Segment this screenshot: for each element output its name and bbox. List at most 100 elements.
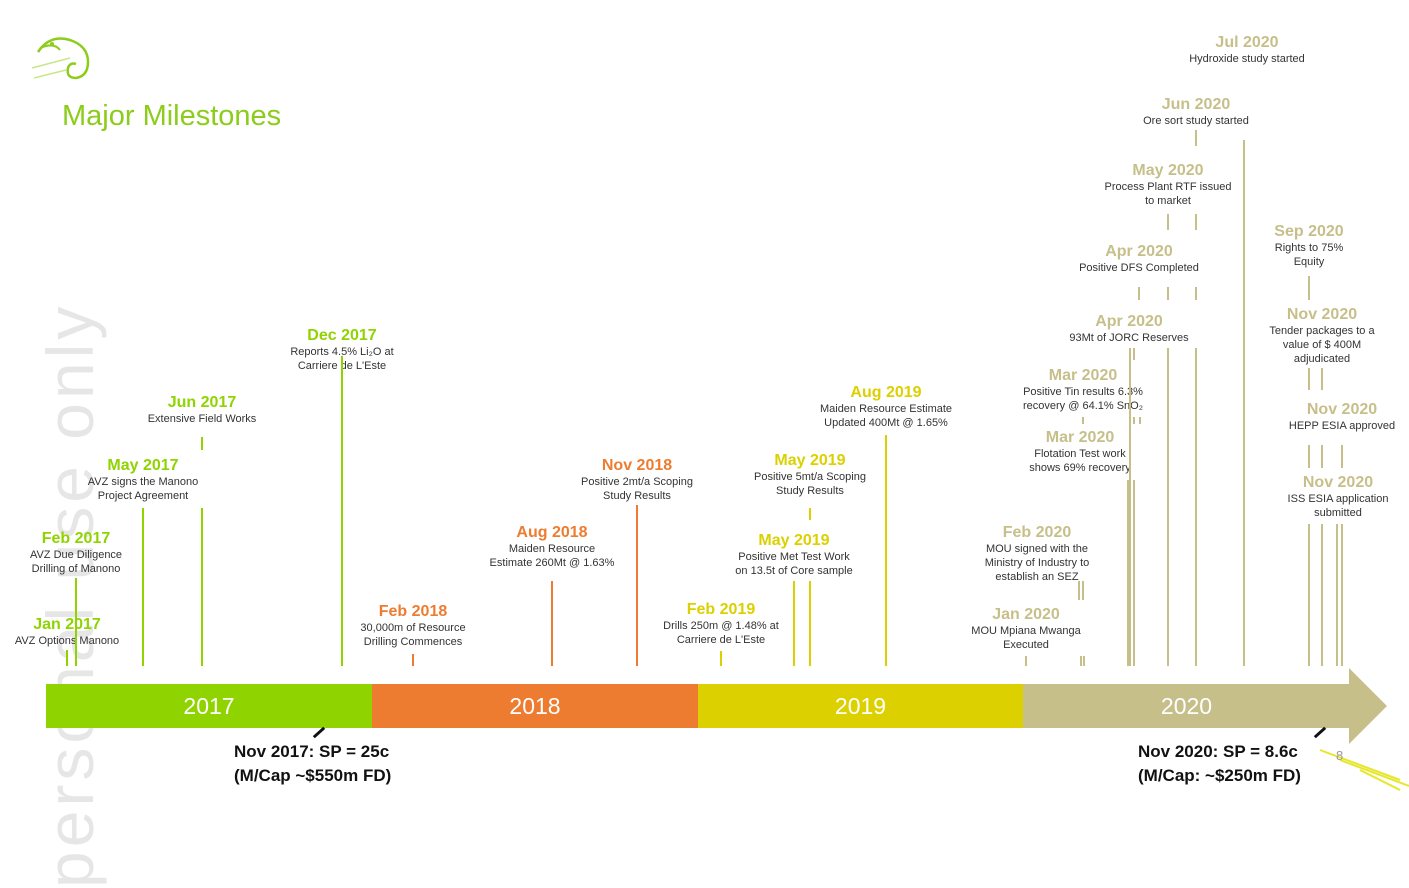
year-segment-2020: 2020 xyxy=(1023,684,1350,728)
milestone-month: Apr 2020 xyxy=(1095,313,1163,330)
milestone-description: AVZ Options Manono xyxy=(14,635,120,647)
milestone-connector-line xyxy=(720,651,722,666)
milestone-connector-line xyxy=(1167,287,1169,300)
milestone-connector-line xyxy=(1195,130,1197,146)
milestone-connector-line xyxy=(1195,214,1197,230)
milestone-description: shows 69% recovery xyxy=(1029,462,1131,474)
milestone-connector-line xyxy=(1078,581,1080,600)
milestone-month: May 2020 xyxy=(1132,162,1204,179)
milestone-description: Reports 4.5% Li₂O at xyxy=(290,346,394,358)
milestone-description: Study Results xyxy=(603,490,671,502)
milestone-month: Feb 2017 xyxy=(41,530,111,547)
milestone-description: Ore sort study started xyxy=(1143,115,1249,127)
milestone-month: Jun 2017 xyxy=(167,394,237,411)
milestone-connector-line xyxy=(1133,480,1135,666)
milestone-connector-line xyxy=(1321,368,1323,390)
milestone-month: Feb 2018 xyxy=(378,603,448,620)
milestone-connector-line xyxy=(1308,368,1310,390)
milestone-jan2017: Jan 2017 AVZ Options Manono xyxy=(15,616,119,648)
milestone-description: Flotation Test work xyxy=(1034,448,1126,460)
milestone-month: Nov 2020 xyxy=(1306,401,1378,418)
year-label: 2018 xyxy=(509,692,561,719)
milestone-description: Positive Met Test Work xyxy=(738,551,850,563)
milestone-description: establish an SEZ xyxy=(995,571,1079,583)
milestone-nov2020a: Nov 2020 Tender packages to a value of $ 4… xyxy=(1269,306,1374,366)
milestone-description: AVZ Due Diligence xyxy=(29,549,123,561)
milestone-month: Mar 2020 xyxy=(1045,429,1115,446)
milestone-description: Maiden Resource Estimate xyxy=(819,403,953,415)
milestone-description: Hydroxide study started xyxy=(1189,53,1305,65)
milestone-description: Study Results xyxy=(776,485,844,497)
milestone-description: MOU signed with the xyxy=(985,543,1089,555)
milestone-description: on 13.5t of Core sample xyxy=(735,565,853,577)
milestone-connector-line xyxy=(1083,656,1085,666)
milestone-aug2019: Aug 2019 Maiden Resource Estimate Updated … xyxy=(820,384,952,430)
milestone-connector-line xyxy=(551,581,553,666)
milestone-month: Mar 2020 xyxy=(1048,367,1118,384)
milestone-connector-line xyxy=(1080,656,1082,666)
milestone-description: HEPP ESIA approved xyxy=(1288,420,1396,432)
milestone-may2017: May 2017 AVZ signs the Manono Project Agre… xyxy=(88,457,198,503)
milestone-description: Process Plant RTF issued xyxy=(1104,181,1232,193)
milestone-connector-line xyxy=(1308,276,1310,300)
milestone-connector-line xyxy=(75,578,77,666)
milestone-month: Feb 2019 xyxy=(686,601,756,618)
milestone-month: Aug 2018 xyxy=(516,524,588,541)
milestone-description: Carriere de L'Este xyxy=(676,634,766,646)
milestone-description: to market xyxy=(1145,195,1191,207)
milestone-may2019b: May 2019 Positive 5mt/a Scoping Study Resu… xyxy=(754,452,866,498)
milestone-mar2020b: Mar 2020 Positive Tin results 6.3% recover… xyxy=(1023,367,1143,413)
year-label: 2019 xyxy=(834,692,887,719)
milestone-description: Positive 2mt/a Scoping xyxy=(581,476,693,488)
milestone-connector-line xyxy=(1341,524,1343,666)
milestone-feb2019: Feb 2019 Drills 250m @ 1.48% at Carriere d… xyxy=(663,601,779,647)
milestone-description: Updated 400Mt @ 1.65% xyxy=(824,417,948,429)
price-marker-icon xyxy=(312,726,326,739)
milestone-month: May 2019 xyxy=(774,452,846,469)
milestone-description: Ministry of Industry to xyxy=(984,557,1090,569)
milestone-month: May 2019 xyxy=(758,532,830,549)
year-segment-2019: 2019 xyxy=(698,684,1023,728)
milestone-connector-line xyxy=(1308,524,1310,666)
milestone-month: Jun 2020 xyxy=(1161,96,1231,113)
milestone-connector-line xyxy=(1321,445,1323,468)
milestone-connector-line xyxy=(1133,417,1135,424)
milestone-connector-line xyxy=(201,437,203,450)
year-segment-2018: 2018 xyxy=(372,684,698,728)
milestone-connector-line xyxy=(1321,524,1323,666)
milestone-connector-line xyxy=(1243,140,1245,666)
milestone-connector-line xyxy=(201,508,203,666)
milestone-description: Tender packages to a xyxy=(1269,325,1375,337)
slide: personal use only Major Milestones Jan 2… xyxy=(15,34,1409,888)
milestone-nov2020b: Nov 2020 HEPP ESIA approved xyxy=(1289,401,1395,433)
milestone-connector-line xyxy=(885,435,887,666)
share-price-note-2020: Nov 2020: SP = 8.6c (M/Cap: ~$250m FD) xyxy=(1138,740,1301,788)
milestone-description: Equity xyxy=(1293,256,1325,268)
milestone-connector-line xyxy=(1167,348,1169,666)
milestone-description: MOU Mpiana Mwanga xyxy=(971,625,1081,637)
milestone-description: submitted xyxy=(1314,507,1362,519)
year-label: 2020 xyxy=(1160,692,1213,719)
milestone-connector-line xyxy=(793,581,795,666)
milestone-description: Drills 250m @ 1.48% at xyxy=(663,620,779,632)
note-line: (M/Cap: ~$250m FD) xyxy=(1138,766,1301,785)
milestone-description: Positive DFS Completed xyxy=(1079,262,1199,274)
milestone-connector-line xyxy=(1308,445,1310,468)
milestone-connector-line xyxy=(809,508,811,520)
milestone-connector-line xyxy=(412,654,414,666)
milestone-description: AVZ signs the Manono xyxy=(87,476,199,488)
milestone-description: Drilling of Manono xyxy=(31,563,121,575)
milestone-month: Apr 2020 xyxy=(1105,243,1173,260)
milestone-jul2020: Jul 2020 Hydroxide study started xyxy=(1189,34,1305,66)
milestone-connector-line xyxy=(1195,287,1197,300)
chameleon-logo-icon xyxy=(31,37,90,80)
milestone-nov2020c: Nov 2020 ISS ESIA application submitted xyxy=(1288,474,1389,520)
milestone-description: Positive Tin results 6.3% xyxy=(1023,386,1143,398)
milestone-month: Dec 2017 xyxy=(307,327,377,344)
milestone-feb2020: Feb 2020 MOU signed with the Ministry of I… xyxy=(985,524,1090,584)
milestone-connector-line xyxy=(341,356,343,666)
milestone-month: Nov 2020 xyxy=(1286,306,1358,323)
milestone-connector-line xyxy=(1341,445,1343,468)
milestone-connector-line xyxy=(1139,417,1141,424)
milestone-description: Positive 5mt/a Scoping xyxy=(754,471,866,483)
